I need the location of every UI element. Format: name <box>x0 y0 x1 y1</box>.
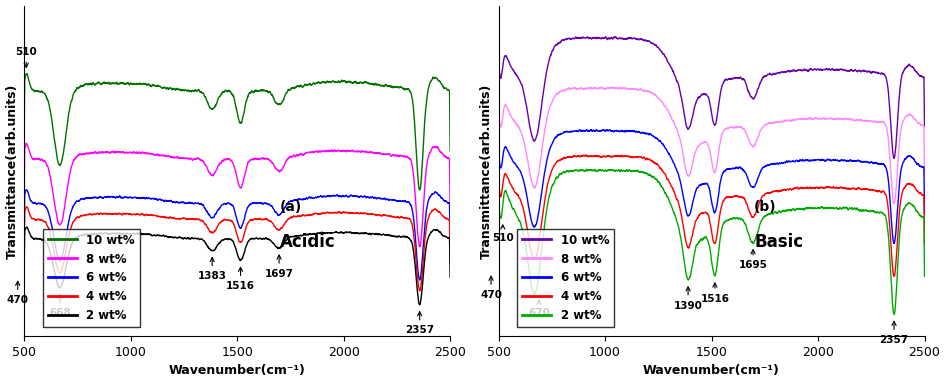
Text: (b): (b) <box>754 200 777 214</box>
Text: 668: 668 <box>49 295 71 318</box>
Text: 1383: 1383 <box>198 257 227 281</box>
Text: 1697: 1697 <box>265 255 293 279</box>
Text: 470: 470 <box>7 281 28 305</box>
Text: 510: 510 <box>492 225 514 243</box>
Text: 670: 670 <box>528 300 550 318</box>
Text: 1516: 1516 <box>700 283 729 304</box>
Text: 470: 470 <box>480 276 502 300</box>
Text: 510: 510 <box>15 47 37 67</box>
Text: Basic: Basic <box>754 233 803 251</box>
X-axis label: Wavenumber(cm⁻¹): Wavenumber(cm⁻¹) <box>168 365 306 377</box>
Text: 2357: 2357 <box>405 312 434 336</box>
Text: Acidic: Acidic <box>280 233 336 251</box>
Text: 1695: 1695 <box>739 250 767 270</box>
Legend: 10 wt%, 8 wt%, 6 wt%, 4 wt%, 2 wt%: 10 wt%, 8 wt%, 6 wt%, 4 wt%, 2 wt% <box>517 229 614 327</box>
X-axis label: Wavenumber(cm⁻¹): Wavenumber(cm⁻¹) <box>643 365 780 377</box>
Legend: 10 wt%, 8 wt%, 6 wt%, 4 wt%, 2 wt%: 10 wt%, 8 wt%, 6 wt%, 4 wt%, 2 wt% <box>43 229 140 327</box>
Y-axis label: Transmittance(arb.units): Transmittance(arb.units) <box>6 83 19 259</box>
Text: (a): (a) <box>280 200 302 214</box>
Text: 1516: 1516 <box>226 267 255 291</box>
Text: 2357: 2357 <box>880 321 908 345</box>
Text: 1390: 1390 <box>674 287 703 311</box>
Y-axis label: Transmittance(arb.units): Transmittance(arb.units) <box>480 83 493 259</box>
